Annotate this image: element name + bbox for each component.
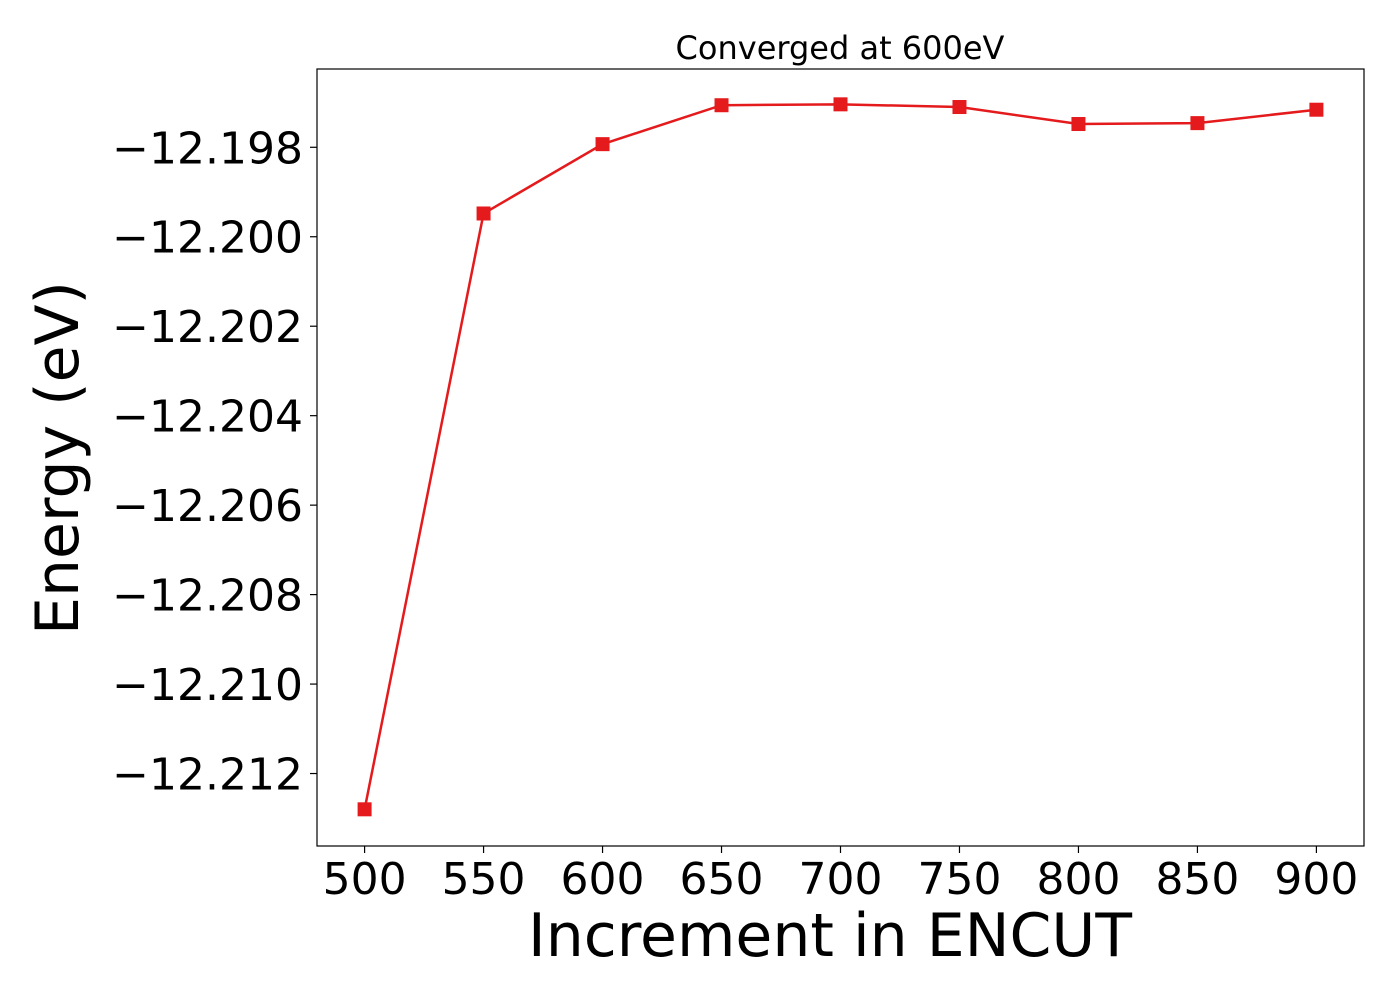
series-layer <box>357 97 1324 817</box>
data-point-marker <box>714 98 729 113</box>
data-point-marker <box>1309 102 1324 117</box>
x-tick-label: 500 <box>323 854 407 905</box>
y-tick-label: −12.200 <box>112 213 303 264</box>
y-axis-label: Energy (eV) <box>23 281 93 635</box>
y-tick-label: −12.210 <box>112 660 303 711</box>
y-tick-label: −12.212 <box>112 750 303 801</box>
x-tick-label: 700 <box>799 854 883 905</box>
x-tick-label: 900 <box>1274 854 1358 905</box>
data-point-marker <box>476 206 491 221</box>
data-point-marker <box>595 137 610 152</box>
data-point-marker <box>1071 117 1086 132</box>
chart-title: Converged at 600eV <box>676 29 1005 67</box>
x-tick-label: 750 <box>917 854 1001 905</box>
plot-area-frame <box>316 68 1365 847</box>
y-tick-label: −12.206 <box>112 481 303 532</box>
x-tick-label: 550 <box>442 854 526 905</box>
data-point-marker <box>952 100 967 115</box>
x-axis-label: Increment in ENCUT <box>528 901 1132 971</box>
y-tick-label: −12.202 <box>112 302 303 353</box>
y-tick-label: −12.198 <box>112 123 303 174</box>
x-tick-label: 850 <box>1155 854 1239 905</box>
x-tick-label: 800 <box>1036 854 1120 905</box>
y-tick-label: −12.208 <box>112 571 303 622</box>
x-tick-label: 600 <box>561 854 645 905</box>
data-point-marker <box>1190 116 1205 131</box>
y-axis-ticks: −12.212 −12.210 −12.208 −12.206 −12.204 −12.2… <box>112 123 317 801</box>
series-line <box>363 103 1317 810</box>
x-tick-label: 650 <box>680 854 764 905</box>
x-axis-ticks: 500 550 600 650 700 750 800 850 900 <box>323 846 1358 905</box>
data-point-marker <box>357 802 372 817</box>
y-tick-label: −12.204 <box>112 392 303 443</box>
data-point-marker <box>833 97 848 112</box>
